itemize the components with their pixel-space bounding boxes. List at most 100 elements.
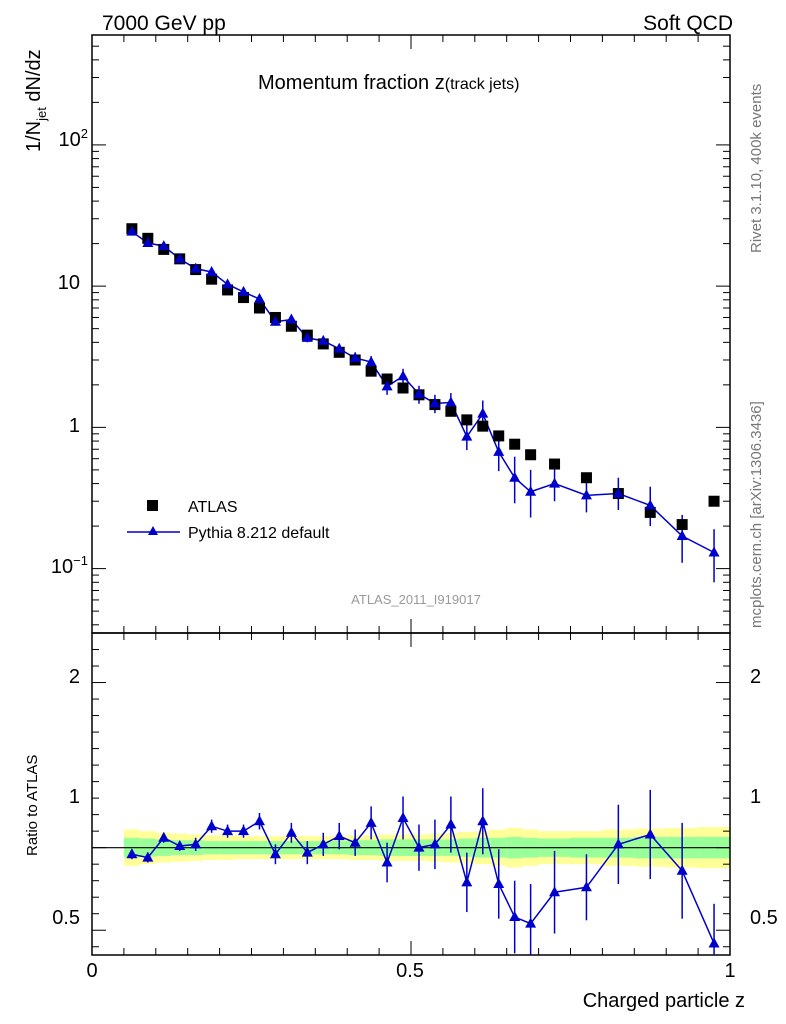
legend-marker-atlas xyxy=(147,500,158,511)
mc-point xyxy=(206,265,218,276)
y-axis-label-main: 1/Njet dN/dz xyxy=(23,49,49,152)
rivet-label: Rivet 3.1.10, 400k events xyxy=(748,84,765,253)
mc-point xyxy=(429,397,441,408)
main-plot xyxy=(91,34,731,634)
ratio-ytick-label-05-right: 0.5 xyxy=(750,907,778,929)
mc-point xyxy=(349,351,361,362)
mc-point xyxy=(397,370,409,381)
y-axis-label-jet: jet xyxy=(34,107,49,122)
source-label: mcplots.cern.ch [arXiv:1306.3436] xyxy=(748,401,765,628)
ratio-point xyxy=(142,851,154,862)
atlas-point xyxy=(676,519,688,531)
ratio-point xyxy=(365,816,377,827)
plot-title: Momentum fraction z(track jets) xyxy=(258,72,519,94)
ytick-exp-1e2: 2 xyxy=(81,126,88,141)
ratio-point xyxy=(206,820,218,831)
ratio-point xyxy=(676,864,688,875)
header-left: 7000 GeV pp xyxy=(102,12,226,35)
ratio-point xyxy=(317,838,329,849)
mc-point xyxy=(269,315,281,326)
mc-point xyxy=(708,546,720,557)
y-axis-label-tail: dN/dz xyxy=(23,49,45,107)
ratio-plot xyxy=(91,632,731,956)
ratio-point xyxy=(429,838,441,849)
mc-point xyxy=(222,278,234,289)
ytick-base-1e-1: 10 xyxy=(51,556,73,578)
ytick-exp-1e-1: −1 xyxy=(73,553,88,568)
ytick-label-main-1: 1 xyxy=(69,415,80,437)
plot-title-main: Momentum fraction z xyxy=(258,72,445,94)
mc-point xyxy=(509,471,521,482)
legend: ATLAS Pythia 8.212 default xyxy=(127,499,330,542)
ratio-point xyxy=(612,838,624,849)
ratio-point xyxy=(349,836,361,847)
mc-point xyxy=(580,489,592,500)
ratio-frame-box xyxy=(91,632,731,956)
ratio-point xyxy=(580,881,592,892)
mc-point xyxy=(317,334,329,345)
atlas-point xyxy=(397,382,409,394)
ratio-point xyxy=(445,818,457,829)
atlas-point xyxy=(238,292,250,304)
mc-point xyxy=(676,530,688,541)
mc-point xyxy=(142,237,154,248)
mc-point xyxy=(612,487,624,498)
atlas-point xyxy=(525,449,537,461)
mc-point xyxy=(525,485,537,496)
ratio-point xyxy=(477,815,489,826)
ratio-point xyxy=(549,886,561,897)
legend-label-mc: Pythia 8.212 default xyxy=(188,525,330,542)
ratio-ytick-label-05-left: 0.5 xyxy=(52,907,80,929)
xtick-label-0: 0 xyxy=(86,960,97,982)
mc-point xyxy=(158,240,170,251)
atlas-point xyxy=(477,420,489,432)
atlas-point xyxy=(222,284,234,296)
mc-point xyxy=(493,445,505,456)
x-axis-label: Charged particle z xyxy=(583,990,745,1012)
mc-point xyxy=(126,225,138,236)
y-axis-label-n: 1/N xyxy=(23,121,45,152)
atlas-point xyxy=(493,430,505,442)
atlas-point xyxy=(644,506,656,518)
mc-point xyxy=(477,407,489,418)
ratio-point xyxy=(222,825,234,836)
ratio-ytick-label-2-left: 2 xyxy=(69,666,80,688)
mc-point xyxy=(461,430,473,441)
ratio-point xyxy=(253,815,265,826)
ratio-point xyxy=(644,828,656,839)
mc-point xyxy=(413,388,425,399)
atlas-point xyxy=(285,320,297,332)
atlas-point xyxy=(445,405,457,417)
ytick-base-1e2: 10 xyxy=(59,129,81,151)
mc-point xyxy=(253,293,265,304)
atlas-point xyxy=(549,458,561,470)
ratio-point xyxy=(333,830,345,841)
mc-point xyxy=(333,342,345,353)
mc-point xyxy=(190,262,202,273)
mc-point xyxy=(644,499,656,510)
ratio-point xyxy=(413,841,425,852)
mc-point xyxy=(549,477,561,488)
ratio-point xyxy=(269,848,281,859)
atlas-point xyxy=(708,495,720,507)
ratio-point xyxy=(397,811,409,822)
ratio-point xyxy=(158,831,170,842)
ratio-point xyxy=(301,846,313,857)
mc-point xyxy=(174,252,186,263)
ytick-label-main-10: 10 xyxy=(58,272,80,294)
xtick-label-05: 0.5 xyxy=(396,960,424,982)
atlas-point xyxy=(461,414,473,426)
mc-point xyxy=(301,331,313,342)
xtick-label-1: 1 xyxy=(724,960,735,982)
ratio-point xyxy=(493,877,505,888)
atlas-point xyxy=(365,365,377,377)
legend-label-atlas: ATLAS xyxy=(188,499,238,516)
mc-point xyxy=(445,396,457,407)
atlas-point xyxy=(509,438,521,450)
ratio-point xyxy=(708,937,720,948)
ytick-label-main-1e2: 102 xyxy=(59,126,88,151)
ratio-point xyxy=(525,917,537,928)
ratio-ytick-label-1-left: 1 xyxy=(69,786,80,808)
ratio-point xyxy=(190,838,202,849)
mc-point xyxy=(238,285,250,296)
